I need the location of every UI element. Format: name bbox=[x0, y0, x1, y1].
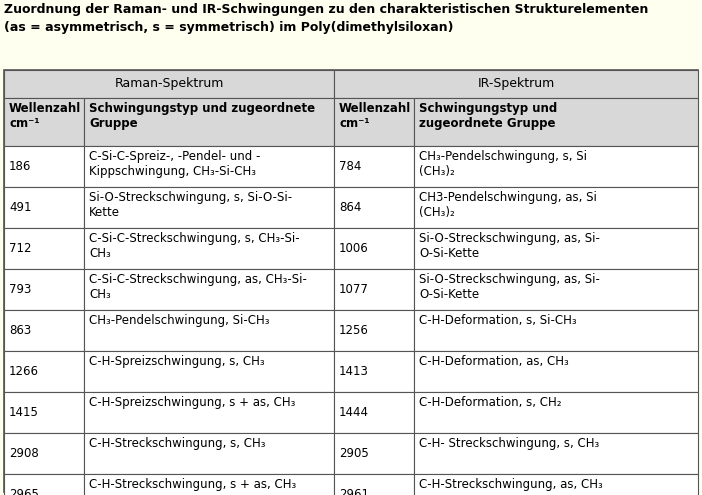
Bar bbox=[84, 474, 334, 495]
Text: 1266: 1266 bbox=[9, 365, 39, 378]
Bar bbox=[4, 70, 698, 492]
Text: Raman-Spektrum: Raman-Spektrum bbox=[114, 78, 224, 91]
Text: 863: 863 bbox=[9, 324, 32, 337]
Bar bbox=[84, 433, 334, 474]
Bar bbox=[84, 351, 334, 392]
Bar bbox=[84, 187, 334, 228]
Bar bbox=[414, 146, 698, 187]
Bar bbox=[414, 228, 698, 269]
Bar bbox=[4, 351, 84, 392]
Text: Zuordnung der Raman- und IR-Schwingungen zu den charakteristischen Struktureleme: Zuordnung der Raman- und IR-Schwingungen… bbox=[4, 3, 649, 16]
Text: C-H-Deformation, s, CH₂: C-H-Deformation, s, CH₂ bbox=[419, 396, 562, 409]
Text: 784: 784 bbox=[339, 160, 362, 173]
Bar bbox=[334, 392, 414, 433]
Bar bbox=[414, 474, 698, 495]
Text: C-Si-C-Spreiz-, -Pendel- und -
Kippschwingung, CH₃-Si-CH₃: C-Si-C-Spreiz-, -Pendel- und - Kippschwi… bbox=[89, 150, 260, 178]
Bar bbox=[84, 310, 334, 351]
Text: C-Si-C-Streckschwingung, s, CH₃-Si-
CH₃: C-Si-C-Streckschwingung, s, CH₃-Si- CH₃ bbox=[89, 232, 300, 260]
Bar bbox=[4, 146, 84, 187]
Text: C-H-Spreizschwingung, s, CH₃: C-H-Spreizschwingung, s, CH₃ bbox=[89, 355, 265, 368]
Text: 491: 491 bbox=[9, 201, 32, 214]
Bar bbox=[334, 146, 414, 187]
Text: Wellenzahl
cm⁻¹: Wellenzahl cm⁻¹ bbox=[339, 102, 411, 130]
Text: C-H-Streckschwingung, s + as, CH₃: C-H-Streckschwingung, s + as, CH₃ bbox=[89, 478, 296, 491]
Bar bbox=[414, 98, 698, 146]
Bar bbox=[414, 433, 698, 474]
Bar bbox=[84, 392, 334, 433]
Text: C-H-Streckschwingung, s, CH₃: C-H-Streckschwingung, s, CH₃ bbox=[89, 437, 265, 450]
Bar bbox=[4, 228, 84, 269]
Text: IR-Spektrum: IR-Spektrum bbox=[477, 78, 555, 91]
Bar bbox=[414, 269, 698, 310]
Bar bbox=[4, 474, 84, 495]
Text: 1413: 1413 bbox=[339, 365, 369, 378]
Bar bbox=[4, 310, 84, 351]
Text: C-H-Deformation, s, Si-CH₃: C-H-Deformation, s, Si-CH₃ bbox=[419, 314, 576, 327]
Text: 1256: 1256 bbox=[339, 324, 369, 337]
Text: C-H-Deformation, as, CH₃: C-H-Deformation, as, CH₃ bbox=[419, 355, 569, 368]
Text: 1415: 1415 bbox=[9, 406, 39, 419]
Text: 1077: 1077 bbox=[339, 283, 369, 296]
Bar bbox=[4, 187, 84, 228]
Bar bbox=[4, 98, 84, 146]
Bar bbox=[334, 474, 414, 495]
Text: 793: 793 bbox=[9, 283, 32, 296]
Text: Si-O-Streckschwingung, as, Si-
O-Si-Kette: Si-O-Streckschwingung, as, Si- O-Si-Kett… bbox=[419, 232, 600, 260]
Bar bbox=[84, 269, 334, 310]
Text: C-Si-C-Streckschwingung, as, CH₃-Si-
CH₃: C-Si-C-Streckschwingung, as, CH₃-Si- CH₃ bbox=[89, 273, 307, 301]
Bar bbox=[414, 310, 698, 351]
Text: Schwingungstyp und zugeordnete
Gruppe: Schwingungstyp und zugeordnete Gruppe bbox=[89, 102, 315, 130]
Text: C-H-Streckschwingung, as, CH₃: C-H-Streckschwingung, as, CH₃ bbox=[419, 478, 603, 491]
Text: 712: 712 bbox=[9, 242, 32, 255]
Text: CH₃-Pendelschwingung, s, Si
(CH₃)₂: CH₃-Pendelschwingung, s, Si (CH₃)₂ bbox=[419, 150, 587, 178]
Bar bbox=[334, 187, 414, 228]
Text: 1444: 1444 bbox=[339, 406, 369, 419]
Bar bbox=[334, 351, 414, 392]
Text: C-H- Streckschwingung, s, CH₃: C-H- Streckschwingung, s, CH₃ bbox=[419, 437, 600, 450]
Text: 1006: 1006 bbox=[339, 242, 369, 255]
Text: Si-O-Streckschwingung, s, Si-O-Si-
Kette: Si-O-Streckschwingung, s, Si-O-Si- Kette bbox=[89, 191, 292, 219]
Bar bbox=[334, 70, 698, 98]
Text: Wellenzahl
cm⁻¹: Wellenzahl cm⁻¹ bbox=[9, 102, 81, 130]
Text: Si-O-Streckschwingung, as, Si-
O-Si-Kette: Si-O-Streckschwingung, as, Si- O-Si-Kett… bbox=[419, 273, 600, 301]
Bar bbox=[4, 70, 334, 98]
Text: 2961: 2961 bbox=[339, 488, 369, 495]
Text: 864: 864 bbox=[339, 201, 362, 214]
Bar bbox=[334, 228, 414, 269]
Bar bbox=[414, 392, 698, 433]
Text: 2965: 2965 bbox=[9, 488, 39, 495]
Bar bbox=[4, 269, 84, 310]
Bar bbox=[334, 310, 414, 351]
Text: CH₃-Pendelschwingung, Si-CH₃: CH₃-Pendelschwingung, Si-CH₃ bbox=[89, 314, 270, 327]
Bar bbox=[334, 98, 414, 146]
Text: 186: 186 bbox=[9, 160, 32, 173]
Bar bbox=[414, 351, 698, 392]
Bar bbox=[84, 146, 334, 187]
Text: C-H-Spreizschwingung, s + as, CH₃: C-H-Spreizschwingung, s + as, CH₃ bbox=[89, 396, 296, 409]
Text: 2908: 2908 bbox=[9, 447, 39, 460]
Text: Schwingungstyp und
zugeordnete Gruppe: Schwingungstyp und zugeordnete Gruppe bbox=[419, 102, 557, 130]
Text: CH3-Pendelschwingung, as, Si
(CH₃)₂: CH3-Pendelschwingung, as, Si (CH₃)₂ bbox=[419, 191, 597, 219]
Bar bbox=[84, 98, 334, 146]
Text: 2905: 2905 bbox=[339, 447, 369, 460]
Bar bbox=[334, 269, 414, 310]
Bar bbox=[414, 187, 698, 228]
Bar bbox=[4, 433, 84, 474]
Text: (as = asymmetrisch, s = symmetrisch) im Poly(dimethylsiloxan): (as = asymmetrisch, s = symmetrisch) im … bbox=[4, 21, 453, 34]
Bar bbox=[84, 228, 334, 269]
Bar bbox=[334, 433, 414, 474]
Bar bbox=[4, 392, 84, 433]
